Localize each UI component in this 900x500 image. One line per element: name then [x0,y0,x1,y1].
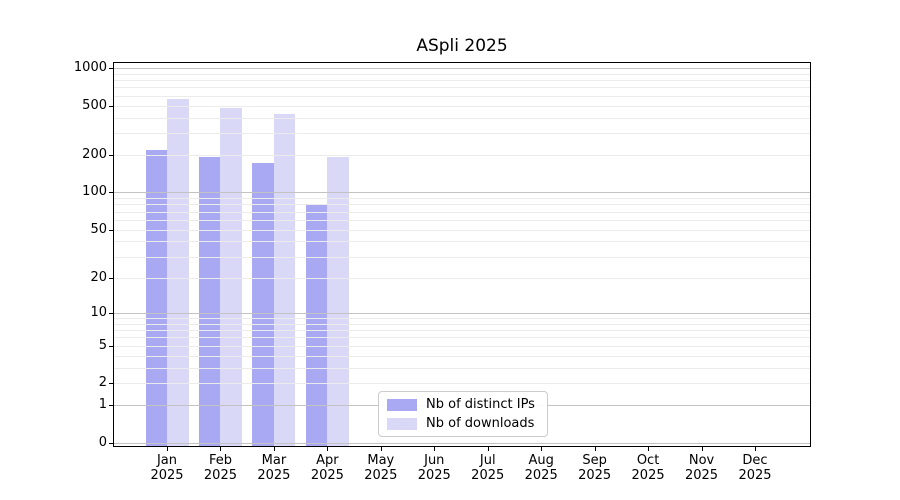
major-gridline [114,192,810,193]
chart-title: ASpli 2025 [416,36,508,56]
x-tick-mark [327,447,328,451]
bar-distinct-ips-apr [305,204,328,446]
minor-gridline [114,257,810,258]
x-tick-mark [648,447,649,451]
minor-gridline [114,212,810,213]
y-tick-mark [109,346,113,347]
y-tick-mark [109,230,113,231]
major-gridline [114,443,810,444]
x-tick-mark [488,447,489,451]
x-tick-label-jan: Jan 2025 [150,453,184,483]
bar-downloads-apr [327,157,349,446]
minor-gridline [114,346,810,347]
minor-gridline [114,368,810,369]
x-tick-label-dec: Dec 2025 [738,453,772,483]
y-tick-mark [109,313,113,314]
bar-distinct-ips-mar [252,162,274,446]
minor-gridline [114,230,810,231]
x-tick-label-may: May 2025 [364,453,398,483]
y-tick-label: 50 [90,221,107,237]
minor-gridline [114,106,810,107]
x-tick-mark [381,447,382,451]
y-tick-label: 2 [98,375,107,391]
minor-gridline [114,155,810,156]
x-tick-mark [274,447,275,451]
minor-gridline [114,118,810,119]
y-tick-label: 1 [98,397,107,413]
legend-item-distinct-ips: Nb of distinct IPs [387,397,539,412]
minor-gridline [114,198,810,199]
major-gridline [114,313,810,314]
x-tick-label-oct: Oct 2025 [631,453,665,483]
x-tick-label-jun: Jun 2025 [417,453,451,483]
y-tick-label: 500 [82,97,107,113]
y-tick-label: 10 [90,304,107,320]
x-tick-mark [434,447,435,451]
y-tick-label: 20 [90,269,107,285]
y-tick-label: 200 [82,147,107,163]
minor-gridline [114,278,810,279]
x-tick-label-aug: Aug 2025 [524,453,558,483]
downloads-swatch-icon [387,417,417,430]
minor-gridline [114,241,810,242]
minor-gridline [114,330,810,331]
legend: Nb of distinct IPs Nb of downloads [378,391,548,437]
x-tick-mark [220,447,221,451]
x-tick-label-apr: Apr 2025 [310,453,344,483]
minor-gridline [114,383,810,384]
x-tick-label-sep: Sep 2025 [578,453,612,483]
y-tick-label: 5 [98,337,107,353]
distinct-ips-swatch-icon [387,398,417,411]
y-tick-label: 1000 [73,59,107,75]
y-tick-mark [109,106,113,107]
bar-downloads-mar [273,113,296,446]
minor-gridline [114,337,810,338]
minor-gridline [114,80,810,81]
minor-gridline [114,318,810,319]
bar-distinct-ips-feb [198,156,221,446]
y-tick-mark [109,443,113,444]
minor-gridline [114,204,810,205]
x-tick-mark [167,447,168,451]
x-tick-label-jul: Jul 2025 [471,453,505,483]
y-tick-mark [109,278,113,279]
minor-gridline [114,356,810,357]
y-tick-mark [109,383,113,384]
x-tick-mark [755,447,756,451]
minor-gridline [114,87,810,88]
major-gridline [114,68,810,69]
minor-gridline [114,324,810,325]
x-tick-mark [702,447,703,451]
y-tick-mark [109,155,113,156]
minor-gridline [114,220,810,221]
bar-downloads-jan [167,99,189,446]
y-tick-mark [109,405,113,406]
y-tick-label: 0 [98,435,107,450]
legend-item-downloads: Nb of downloads [387,416,539,431]
x-tick-label-mar: Mar 2025 [257,453,291,483]
bar-distinct-ips-jan [145,150,167,446]
y-tick-mark [109,68,113,69]
x-tick-label-nov: Nov 2025 [684,453,719,483]
x-tick-label-feb: Feb 2025 [203,453,237,483]
minor-gridline [114,133,810,134]
y-tick-label: 100 [82,184,107,200]
y-tick-mark [109,192,113,193]
minor-gridline [114,74,810,75]
x-tick-mark [541,447,542,451]
legend-label-downloads: Nb of downloads [426,416,535,431]
legend-label-distinct-ips: Nb of distinct IPs [426,397,535,412]
minor-gridline [114,96,810,97]
x-tick-mark [595,447,596,451]
